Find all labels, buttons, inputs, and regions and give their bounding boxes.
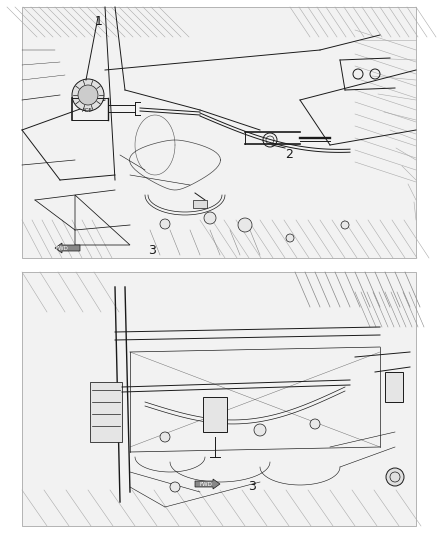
- Text: 3: 3: [148, 244, 156, 257]
- Circle shape: [254, 424, 266, 436]
- Circle shape: [78, 85, 98, 105]
- Circle shape: [160, 219, 170, 229]
- Circle shape: [160, 432, 170, 442]
- Circle shape: [286, 234, 294, 242]
- Text: 3: 3: [248, 480, 256, 493]
- Circle shape: [238, 218, 252, 232]
- Text: 2: 2: [285, 148, 293, 161]
- FancyArrow shape: [195, 479, 220, 489]
- Bar: [22, 272, 416, 526]
- Bar: [203, 397, 227, 432]
- Bar: [385, 372, 403, 402]
- Circle shape: [204, 212, 216, 224]
- Text: FWD: FWD: [56, 246, 68, 251]
- Circle shape: [310, 419, 320, 429]
- Text: 1: 1: [95, 15, 103, 28]
- Circle shape: [386, 468, 404, 486]
- Circle shape: [72, 79, 104, 111]
- Circle shape: [170, 482, 180, 492]
- FancyArrow shape: [55, 243, 80, 253]
- Bar: [22, 7, 416, 258]
- Text: ACE: ACE: [82, 108, 93, 112]
- Circle shape: [341, 221, 349, 229]
- Bar: [193, 200, 207, 208]
- Bar: [90, 382, 122, 442]
- Text: FWD: FWD: [200, 481, 212, 487]
